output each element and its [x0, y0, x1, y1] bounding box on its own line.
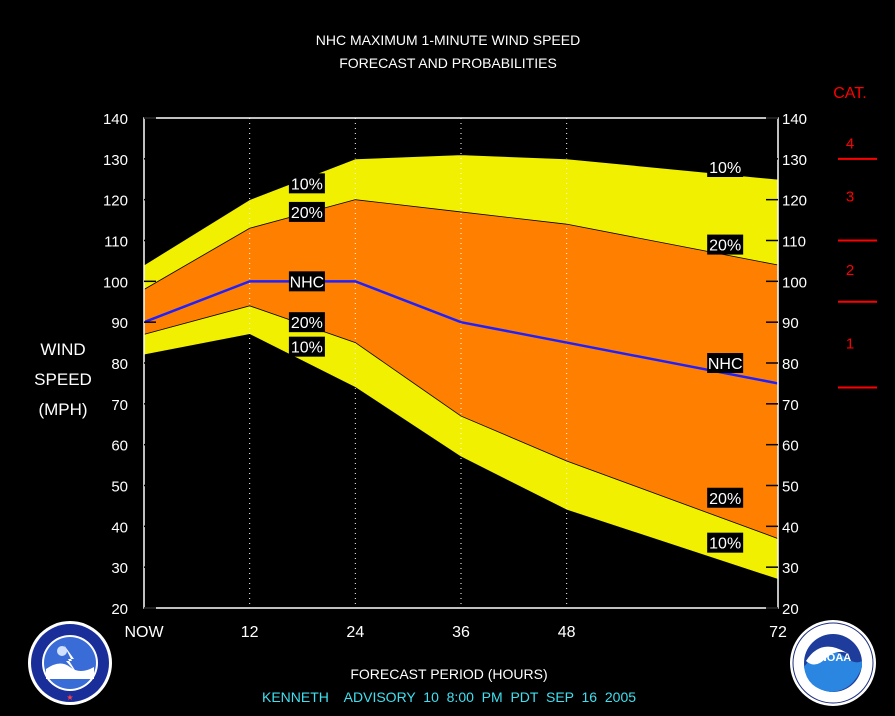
- band-label: 10%: [288, 336, 325, 357]
- grid-lines: [249, 118, 568, 608]
- category-label: 2: [846, 262, 854, 279]
- band-label-box: [288, 173, 325, 194]
- chart-subtitle: FORECAST AND PROBABILITIES: [339, 55, 557, 71]
- y-tick-label-left: 40: [111, 519, 128, 536]
- series-line-lower-10: [143, 333, 779, 580]
- band-label-text: NHC: [708, 356, 743, 373]
- band-label: 10%: [707, 157, 744, 177]
- y-tick-label-right: 100: [782, 274, 807, 291]
- y-tick-label-left: 70: [111, 397, 128, 414]
- y-tick-label-left: 120: [103, 193, 128, 210]
- x-tick-label: 48: [558, 624, 576, 641]
- y-tick-label-right: 50: [782, 479, 799, 496]
- y-tick-label-right: 120: [782, 193, 807, 210]
- band-label-text: NHC: [290, 274, 325, 291]
- y-tick-label-left: 30: [111, 560, 128, 577]
- y-tick-label-left: 60: [111, 438, 128, 455]
- y-axis-label-line-3: (MPH): [38, 400, 87, 419]
- band-label: 10%: [288, 173, 325, 194]
- y-tick-label-right: 140: [782, 111, 807, 128]
- series-line-upper-10: [143, 154, 779, 266]
- band-label-text: 10%: [291, 340, 323, 357]
- band-label: 20%: [288, 201, 325, 222]
- category-label: 1: [846, 336, 854, 353]
- y-tick-label-left: 50: [111, 479, 128, 496]
- y-tick-label-right: 60: [782, 438, 799, 455]
- band-label-text: 10%: [709, 160, 741, 177]
- y-axis-label-line-1: WIND: [40, 340, 85, 359]
- band-label: 10%: [707, 532, 744, 553]
- y-tick-label-right: 130: [782, 152, 807, 169]
- band-label-text: 20%: [291, 315, 323, 332]
- band-label-box: [707, 157, 744, 177]
- x-tick-label: 72: [769, 624, 787, 641]
- y-tick-label-right: 80: [782, 356, 799, 373]
- band-label: NHC: [707, 353, 744, 373]
- series-line-upper-20: [143, 199, 779, 290]
- y-tick-label-left: 90: [111, 315, 128, 332]
- category-label: 4: [846, 136, 854, 153]
- svg-text:NOAA: NOAA: [819, 652, 851, 664]
- series-line-nhc: [143, 280, 779, 385]
- y-axis-label-line-2: SPEED: [34, 370, 92, 389]
- y-axis-left: 20 30 40 50 60 70 80 90 100 110 120 130 140: [103, 111, 156, 618]
- y-tick-label-right: 20: [782, 601, 799, 618]
- x-axis-label: FORECAST PERIOD (HOURS): [350, 666, 547, 682]
- band-label-text: 10%: [291, 176, 323, 193]
- band-label-box: [707, 353, 744, 373]
- series-line-lower-20: [143, 305, 779, 539]
- y-tick-label-right: 30: [782, 560, 799, 577]
- chart-title: NHC MAXIMUM 1-MINUTE WIND SPEED: [316, 32, 580, 48]
- y-tick-label-right: 90: [782, 315, 799, 332]
- y-tick-label-left: 100: [103, 274, 128, 291]
- advisory-footer: KENNETH ADVISORY 10 8:00 PM PDT SEP 16 2…: [262, 689, 636, 705]
- x-tick-label: 24: [346, 624, 364, 641]
- y-tick-label-right: 40: [782, 519, 799, 536]
- band-label: 20%: [707, 487, 744, 508]
- band-label-box: [707, 532, 744, 553]
- band-label: 20%: [288, 312, 325, 333]
- y-tick-label-right: 70: [782, 397, 799, 414]
- category-label: 3: [846, 189, 854, 206]
- x-tick-label: 36: [452, 624, 470, 641]
- forecast-lines: [143, 154, 779, 580]
- y-tick-label-left: 20: [111, 601, 128, 618]
- y-tick-label-left: 110: [104, 234, 128, 251]
- band-labels: 10% 20% NHC 20% 10% 10% 20% NHC 20% 10%: [288, 157, 744, 553]
- noaa-logo: NOAA: [790, 620, 876, 706]
- band-label-box: [288, 201, 325, 222]
- band-label-box: [707, 234, 744, 255]
- saffir-simpson-categories: 4 3 2 1: [838, 136, 877, 389]
- band-label-text: 10%: [709, 536, 741, 553]
- nws-logo: ★: [28, 621, 112, 705]
- band-label-text: 20%: [709, 238, 741, 255]
- y-axis-right: 20 30 40 50 60 70 80 90 100 110 120 130 140: [766, 111, 807, 618]
- band-label-text: 20%: [291, 205, 323, 222]
- band-label-box: [288, 336, 325, 357]
- y-tick-label-right: 110: [782, 234, 806, 251]
- band-label-box: [288, 312, 325, 333]
- svg-text:★: ★: [66, 693, 73, 702]
- x-axis: NOW 12 24 36 48 72: [124, 624, 787, 641]
- band-label: NHC: [288, 271, 325, 292]
- category-title: CAT.: [833, 85, 866, 102]
- band-label-box: [288, 271, 325, 292]
- y-tick-label-left: 140: [103, 111, 128, 128]
- y-tick-label-left: 130: [103, 152, 128, 169]
- x-tick-label: NOW: [124, 624, 164, 641]
- band-label-box: [707, 487, 744, 508]
- band-label: 20%: [707, 234, 744, 255]
- x-tick-label: 12: [241, 624, 259, 641]
- y-tick-label-left: 80: [111, 356, 128, 373]
- band-label-text: 20%: [709, 491, 741, 508]
